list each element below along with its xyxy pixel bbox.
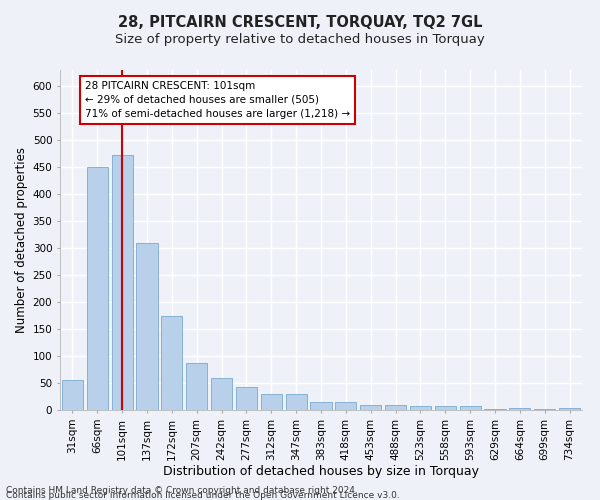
Bar xyxy=(136,242,158,410)
Bar xyxy=(534,409,555,410)
Bar xyxy=(211,378,232,410)
Bar xyxy=(410,406,431,410)
X-axis label: Distribution of detached houses by size in Torquay: Distribution of detached houses by size … xyxy=(163,466,479,478)
Text: Size of property relative to detached houses in Torquay: Size of property relative to detached ho… xyxy=(115,32,485,46)
Bar xyxy=(460,406,481,410)
Bar xyxy=(435,406,456,410)
Text: Contains HM Land Registry data © Crown copyright and database right 2024.: Contains HM Land Registry data © Crown c… xyxy=(6,486,358,495)
Bar xyxy=(112,156,133,410)
Text: 28 PITCAIRN CRESCENT: 101sqm
← 29% of detached houses are smaller (505)
71% of s: 28 PITCAIRN CRESCENT: 101sqm ← 29% of de… xyxy=(85,81,350,119)
Bar xyxy=(360,404,381,410)
Bar xyxy=(509,408,530,410)
Bar xyxy=(385,404,406,410)
Bar xyxy=(161,316,182,410)
Bar xyxy=(484,409,506,410)
Text: 28, PITCAIRN CRESCENT, TORQUAY, TQ2 7GL: 28, PITCAIRN CRESCENT, TORQUAY, TQ2 7GL xyxy=(118,15,482,30)
Y-axis label: Number of detached properties: Number of detached properties xyxy=(16,147,28,333)
Bar xyxy=(559,408,580,410)
Bar xyxy=(310,402,332,410)
Bar xyxy=(87,167,108,410)
Bar xyxy=(261,394,282,410)
Bar xyxy=(286,394,307,410)
Text: Contains public sector information licensed under the Open Government Licence v3: Contains public sector information licen… xyxy=(6,490,400,500)
Bar xyxy=(236,387,257,410)
Bar xyxy=(62,380,83,410)
Bar xyxy=(335,402,356,410)
Bar xyxy=(186,362,207,410)
